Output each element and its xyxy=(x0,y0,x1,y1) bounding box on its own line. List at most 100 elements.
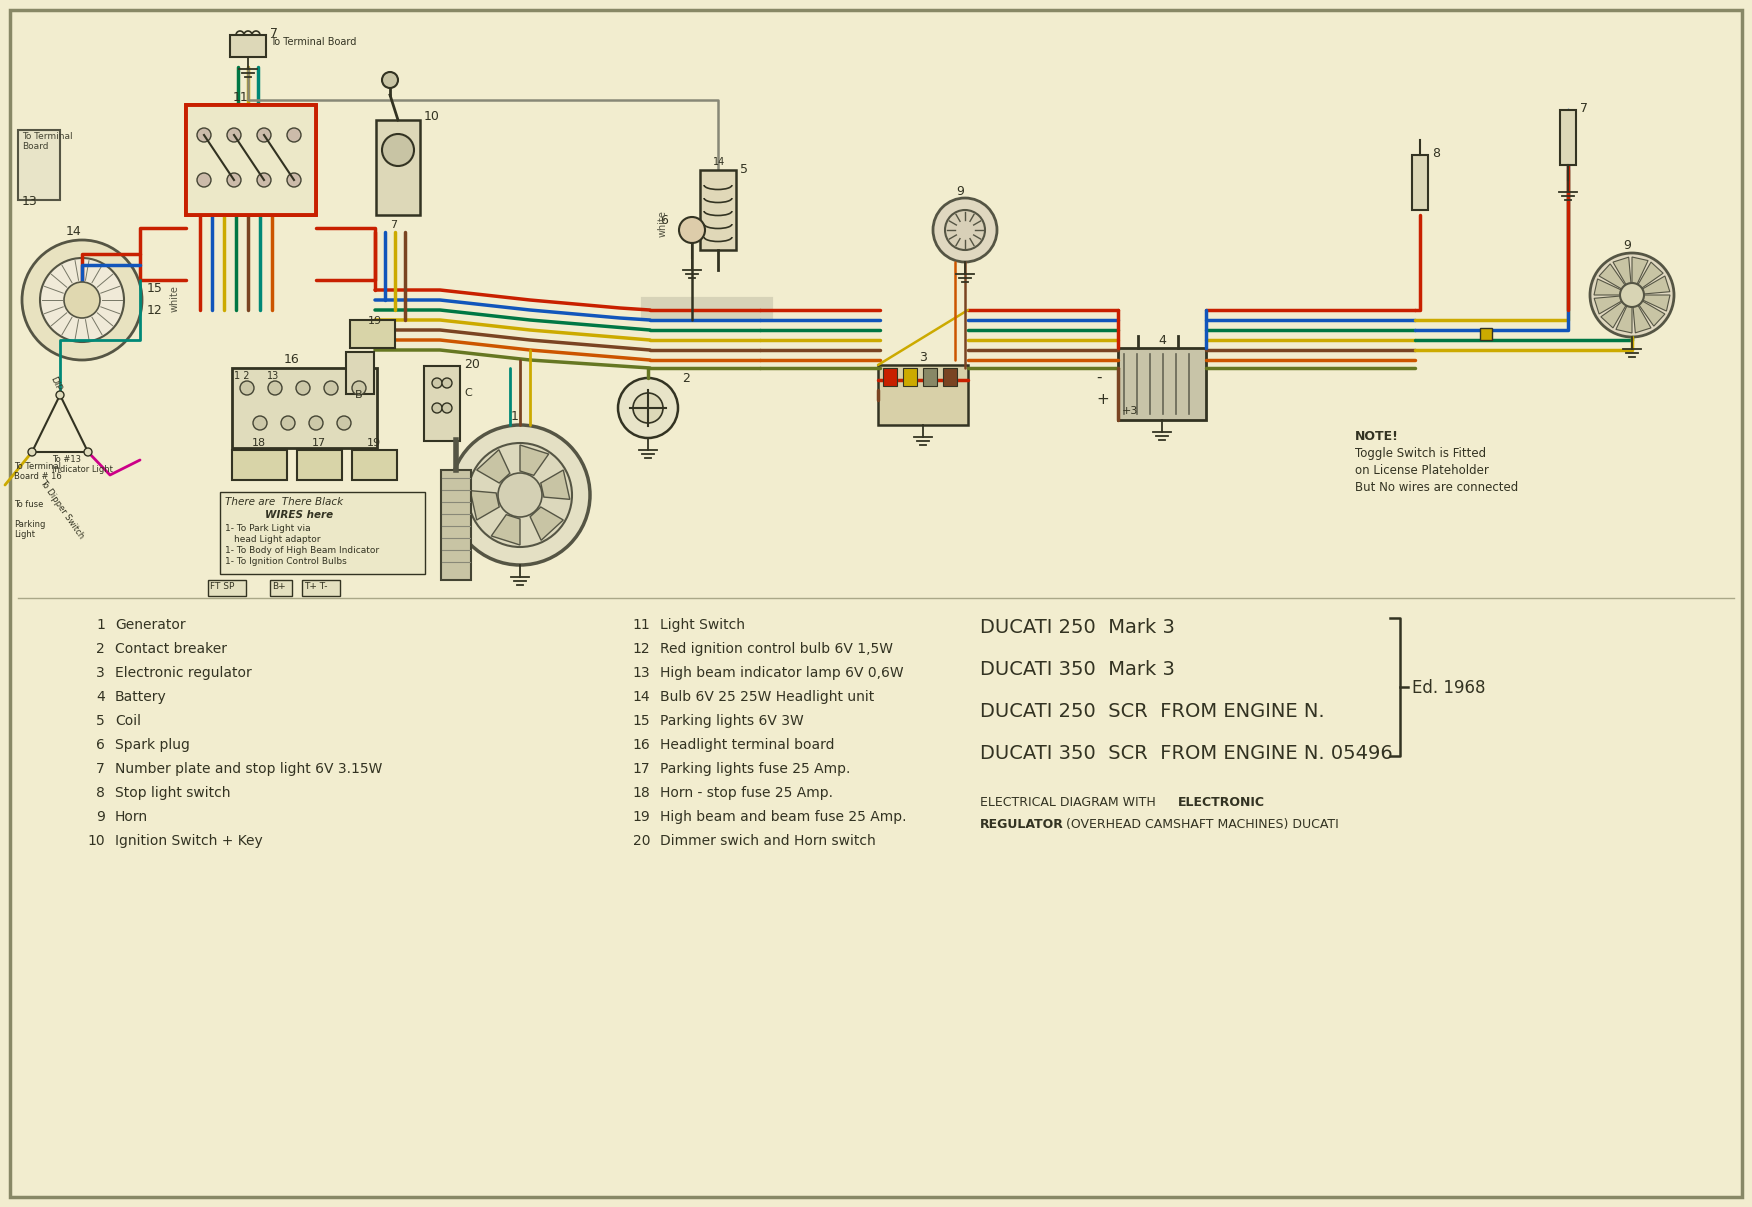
Text: DIP: DIP xyxy=(47,375,63,392)
Text: REGULATOR: REGULATOR xyxy=(979,818,1063,830)
Text: Ignition Switch + Key: Ignition Switch + Key xyxy=(116,834,263,849)
Circle shape xyxy=(228,128,242,142)
Circle shape xyxy=(296,381,310,395)
Text: ELECTRICAL DIAGRAM WITH: ELECTRICAL DIAGRAM WITH xyxy=(979,795,1160,809)
Text: Ed. 1968: Ed. 1968 xyxy=(1412,680,1486,696)
Circle shape xyxy=(23,240,142,360)
Polygon shape xyxy=(491,514,520,546)
Text: 18: 18 xyxy=(252,438,266,448)
Circle shape xyxy=(433,378,442,387)
Bar xyxy=(270,581,293,596)
Circle shape xyxy=(442,403,452,413)
Bar xyxy=(701,170,736,250)
Text: To fuse: To fuse xyxy=(14,500,44,509)
Text: 4: 4 xyxy=(1158,334,1165,346)
Circle shape xyxy=(252,416,266,430)
Text: B: B xyxy=(356,390,363,400)
Text: 8: 8 xyxy=(96,786,105,800)
Circle shape xyxy=(287,128,301,142)
Circle shape xyxy=(1591,253,1673,337)
Circle shape xyxy=(336,416,350,430)
Circle shape xyxy=(1621,282,1643,307)
Text: 4: 4 xyxy=(96,690,105,704)
Text: 9: 9 xyxy=(96,810,105,824)
Text: Toggle Switch is Fitted: Toggle Switch is Fitted xyxy=(1354,447,1486,460)
Circle shape xyxy=(84,448,93,456)
Text: 9: 9 xyxy=(1622,239,1631,252)
Text: 1 2: 1 2 xyxy=(235,371,249,381)
Polygon shape xyxy=(1601,302,1626,328)
Text: 18: 18 xyxy=(632,786,650,800)
Circle shape xyxy=(56,391,65,400)
Bar xyxy=(878,365,969,425)
Text: (OVERHEAD CAMSHAFT MACHINES) DUCATI: (OVERHEAD CAMSHAFT MACHINES) DUCATI xyxy=(1062,818,1339,830)
Circle shape xyxy=(450,425,590,565)
Text: ELECTRONIC: ELECTRONIC xyxy=(1177,795,1265,809)
Text: Parking lights 6V 3W: Parking lights 6V 3W xyxy=(661,715,804,728)
Text: 1: 1 xyxy=(96,618,105,632)
Text: Parking lights fuse 25 Amp.: Parking lights fuse 25 Amp. xyxy=(661,762,850,776)
Text: 10: 10 xyxy=(424,110,440,123)
Circle shape xyxy=(680,217,704,243)
Text: Parking
Light: Parking Light xyxy=(14,520,46,540)
Circle shape xyxy=(258,128,272,142)
Text: 2: 2 xyxy=(96,642,105,655)
Text: Dimmer swich and Horn switch: Dimmer swich and Horn switch xyxy=(661,834,876,849)
Circle shape xyxy=(228,173,242,187)
Polygon shape xyxy=(1614,257,1631,285)
Bar xyxy=(424,366,461,441)
Polygon shape xyxy=(1633,257,1649,284)
Text: FT SP: FT SP xyxy=(210,582,235,591)
Text: WIRES here: WIRES here xyxy=(265,511,333,520)
Text: 14: 14 xyxy=(713,157,725,167)
Bar xyxy=(377,119,420,215)
Text: Number plate and stop light 6V 3.15W: Number plate and stop light 6V 3.15W xyxy=(116,762,382,776)
Circle shape xyxy=(240,381,254,395)
Text: But No wires are connected: But No wires are connected xyxy=(1354,482,1519,494)
Text: 19: 19 xyxy=(632,810,650,824)
Text: 1: 1 xyxy=(512,410,519,422)
Text: 7: 7 xyxy=(270,27,279,40)
Text: To #13
Indicator Light: To #13 Indicator Light xyxy=(53,455,112,474)
Text: 17: 17 xyxy=(312,438,326,448)
Text: DUCATI 250  SCR  FROM ENGINE N.: DUCATI 250 SCR FROM ENGINE N. xyxy=(979,702,1325,721)
Text: 11: 11 xyxy=(632,618,650,632)
Text: 12: 12 xyxy=(632,642,650,655)
Polygon shape xyxy=(1638,262,1663,288)
Bar xyxy=(301,581,340,596)
Text: 3: 3 xyxy=(920,351,927,365)
Text: 12: 12 xyxy=(147,304,163,317)
Text: 1- To Ignition Control Bulbs: 1- To Ignition Control Bulbs xyxy=(224,556,347,566)
Circle shape xyxy=(258,173,272,187)
Circle shape xyxy=(498,473,541,517)
Circle shape xyxy=(65,282,100,317)
Circle shape xyxy=(433,403,442,413)
Text: -: - xyxy=(1097,371,1102,385)
Text: 7: 7 xyxy=(1580,103,1587,115)
Bar xyxy=(1412,154,1428,210)
Text: Bulb 6V 25 25W Headlight unit: Bulb 6V 25 25W Headlight unit xyxy=(661,690,874,704)
Circle shape xyxy=(196,173,210,187)
Text: To Terminal Board: To Terminal Board xyxy=(270,37,356,47)
Bar xyxy=(186,105,315,215)
Bar xyxy=(1118,348,1205,420)
Bar xyxy=(298,450,342,480)
Text: 14: 14 xyxy=(632,690,650,704)
Circle shape xyxy=(468,443,571,547)
Polygon shape xyxy=(1642,276,1670,295)
Bar xyxy=(883,368,897,386)
Bar xyxy=(230,35,266,57)
Text: 6: 6 xyxy=(661,214,668,227)
Polygon shape xyxy=(477,450,510,483)
Bar xyxy=(350,320,394,348)
Text: Red ignition control bulb 6V 1,5W: Red ignition control bulb 6V 1,5W xyxy=(661,642,894,655)
Text: DUCATI 250  Mark 3: DUCATI 250 Mark 3 xyxy=(979,618,1176,637)
Bar xyxy=(231,450,287,480)
Text: 20: 20 xyxy=(464,358,480,371)
Text: +: + xyxy=(1097,392,1109,407)
Bar xyxy=(18,130,60,200)
Text: To Terminal
Board: To Terminal Board xyxy=(23,132,72,151)
Polygon shape xyxy=(1643,295,1670,311)
Text: DUCATI 350  Mark 3: DUCATI 350 Mark 3 xyxy=(979,660,1176,680)
Text: 16: 16 xyxy=(284,352,300,366)
